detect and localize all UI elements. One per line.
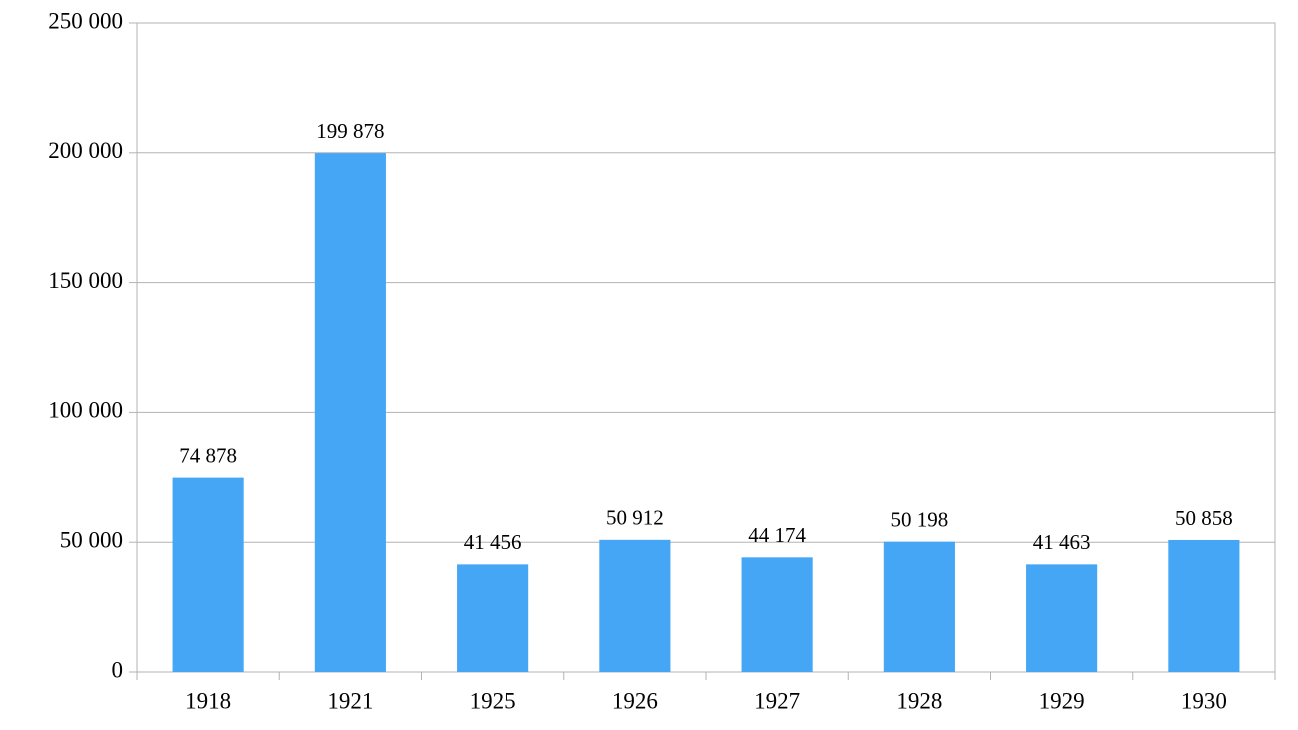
x-tick-label: 1930 xyxy=(1181,688,1227,713)
y-tick-label: 200 000 xyxy=(48,138,123,163)
bar xyxy=(599,539,671,672)
y-tick-label: 0 xyxy=(112,657,124,682)
value-label: 74 878 xyxy=(179,443,237,467)
x-tick-label: 1921 xyxy=(327,688,373,713)
x-tick-label: 1928 xyxy=(896,688,942,713)
x-tick-label: 1925 xyxy=(470,688,516,713)
bar xyxy=(741,557,813,672)
value-label: 50 198 xyxy=(891,507,949,531)
plot-frame xyxy=(136,22,1276,673)
x-tick-label: 1918 xyxy=(185,688,231,713)
value-label: 41 463 xyxy=(1033,530,1091,554)
value-label: 50 858 xyxy=(1175,506,1233,530)
bar xyxy=(314,153,386,673)
y-tick-label: 100 000 xyxy=(48,398,123,423)
value-label: 50 912 xyxy=(606,506,664,530)
y-tick-label: 250 000 xyxy=(48,8,123,33)
x-tick-label: 1927 xyxy=(754,688,800,713)
bar xyxy=(457,564,529,672)
y-tick-label: 50 000 xyxy=(60,527,123,552)
bar xyxy=(1168,539,1240,672)
bar xyxy=(172,477,244,672)
bar xyxy=(1026,564,1098,672)
value-label: 199 878 xyxy=(316,119,384,143)
value-label: 44 174 xyxy=(748,523,806,547)
value-label: 41 456 xyxy=(464,530,522,554)
x-tick-label: 1926 xyxy=(612,688,658,713)
x-tick-label: 1929 xyxy=(1039,688,1085,713)
bar xyxy=(883,541,955,672)
y-tick-label: 150 000 xyxy=(48,268,123,293)
